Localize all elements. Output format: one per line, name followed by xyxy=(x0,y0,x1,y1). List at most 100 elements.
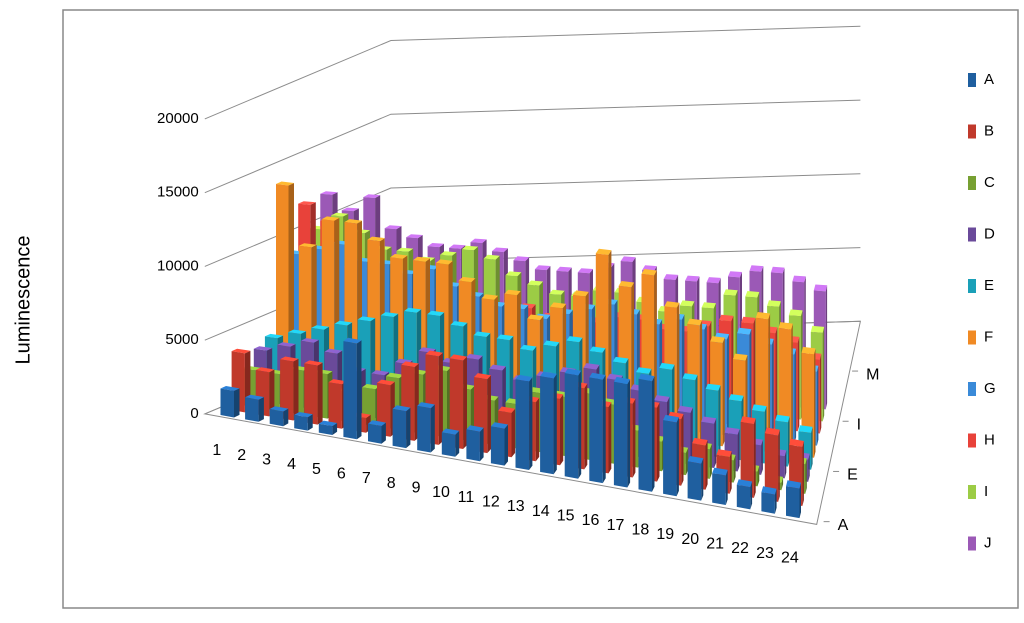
bar-side xyxy=(705,440,708,490)
bar-side xyxy=(695,374,698,454)
bar-top xyxy=(321,216,340,221)
bar-side xyxy=(652,376,655,492)
bar-top xyxy=(595,248,612,255)
bar-top xyxy=(682,373,698,381)
bar-side xyxy=(771,338,774,441)
bar-top xyxy=(792,275,806,283)
bar-top xyxy=(716,449,732,457)
z-tick-label: A xyxy=(838,517,849,534)
bar-top xyxy=(294,412,313,418)
legend-swatch xyxy=(968,433,976,448)
bar-top xyxy=(380,312,399,317)
bar-top xyxy=(489,364,506,371)
x-tick-label: 4 xyxy=(287,456,296,473)
x-tick-label: 23 xyxy=(756,545,774,562)
bar-top xyxy=(679,300,695,307)
x-tick-label: 19 xyxy=(656,526,674,543)
x-tick-label: 3 xyxy=(262,452,271,469)
x-tick-label: 24 xyxy=(781,550,799,567)
grid-line xyxy=(204,173,861,267)
bar-top xyxy=(705,383,721,391)
bar xyxy=(304,363,318,425)
bar-top xyxy=(341,207,359,212)
legend-swatch xyxy=(968,536,976,551)
bar-top xyxy=(540,371,557,379)
bar-side xyxy=(805,458,807,494)
x-tick-label: 5 xyxy=(312,461,321,478)
bar-top xyxy=(276,181,294,186)
bar-side xyxy=(761,439,763,475)
legend: A B C D E F G H I J xyxy=(968,71,996,551)
bar-top xyxy=(401,361,419,368)
bar xyxy=(280,359,294,421)
bar xyxy=(269,409,284,427)
bar-top xyxy=(752,404,767,412)
bar-top xyxy=(386,372,404,379)
legend-swatch xyxy=(968,279,976,293)
bar-side xyxy=(356,340,362,440)
bar-side xyxy=(729,451,732,494)
bar-side xyxy=(819,353,822,434)
bar-side xyxy=(722,337,725,447)
bar-top xyxy=(687,456,704,464)
bar-side xyxy=(234,388,240,418)
bar-side xyxy=(799,482,801,519)
bar-top xyxy=(427,310,445,316)
bar-top xyxy=(775,414,790,423)
bar-side xyxy=(463,356,467,449)
bar xyxy=(441,432,456,457)
bar-side xyxy=(718,385,721,458)
grid-line xyxy=(204,99,861,194)
bar-top xyxy=(701,302,716,309)
bar-top xyxy=(466,425,484,432)
bar-top xyxy=(498,406,516,413)
bar-side xyxy=(753,317,756,427)
bar-side xyxy=(258,397,264,422)
y-tick-label: 10000 xyxy=(157,257,199,274)
bar-side xyxy=(784,450,787,479)
bar-top xyxy=(663,274,679,280)
bar-top xyxy=(764,427,780,436)
bar xyxy=(663,420,677,497)
bar-top xyxy=(723,289,738,296)
bar-top xyxy=(331,212,349,217)
bar-side xyxy=(816,365,819,446)
bar-top xyxy=(492,247,508,252)
bar-top xyxy=(435,259,453,265)
z-tick-label: I xyxy=(857,416,861,433)
bar-top xyxy=(577,268,593,274)
bar-top xyxy=(798,425,813,433)
bar-side xyxy=(774,488,777,514)
bar-top xyxy=(761,486,777,495)
bar-top xyxy=(736,479,753,488)
bar-top xyxy=(417,402,435,409)
chart-border xyxy=(62,9,1019,609)
bar-top xyxy=(396,247,414,252)
bar-top xyxy=(425,350,443,357)
bar xyxy=(613,381,628,488)
legend-label: B xyxy=(984,122,994,139)
legend-swatch xyxy=(968,73,976,87)
bar-top xyxy=(404,307,422,313)
bar-top xyxy=(371,370,389,376)
bar-top xyxy=(220,386,240,391)
y-tick-label: 5000 xyxy=(165,331,198,348)
bar-side xyxy=(504,424,508,466)
bar-top xyxy=(737,327,752,335)
bar-top xyxy=(245,394,264,400)
bar-top xyxy=(334,320,353,326)
x-tick-label: 10 xyxy=(432,484,450,501)
legend-label: J xyxy=(984,534,992,551)
bar xyxy=(589,377,603,484)
bar-top xyxy=(786,480,801,489)
bar xyxy=(392,408,407,449)
bar-side xyxy=(676,417,679,497)
bar-top xyxy=(636,367,652,374)
bar xyxy=(736,484,751,510)
bar-top xyxy=(740,416,756,425)
bar-side xyxy=(584,383,588,470)
bar xyxy=(564,373,579,479)
bar-top xyxy=(659,362,675,370)
bar-top xyxy=(461,245,479,251)
bar-side xyxy=(332,423,338,435)
